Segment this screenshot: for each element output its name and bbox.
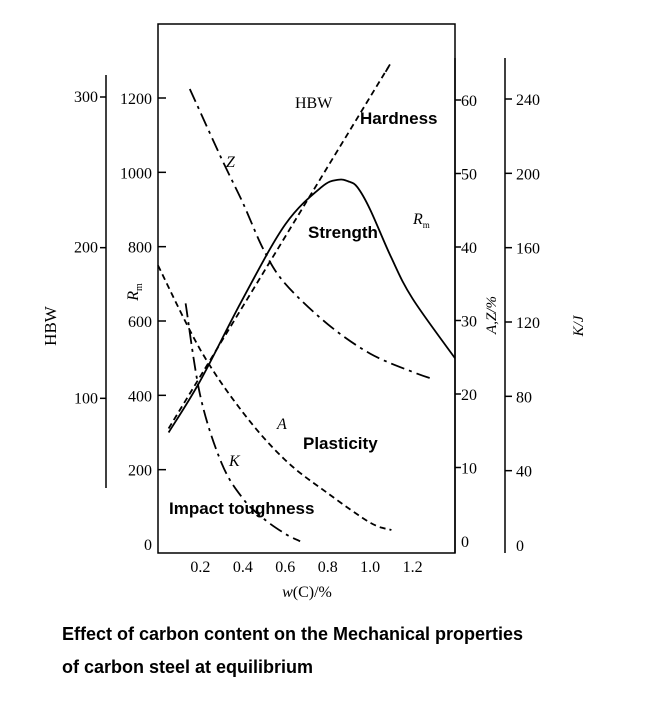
caption-line-2: of carbon steel at equilibrium xyxy=(62,657,314,677)
strength-annotation: Strength xyxy=(308,223,378,242)
rm-tick-label-6: 1200 xyxy=(120,91,152,108)
rm-tick-label-4: 800 xyxy=(128,240,152,257)
x-tick-label-0: 0.2 xyxy=(190,559,210,576)
series-z-curve xyxy=(188,88,435,381)
k-tick-label-4: 160 xyxy=(516,241,540,258)
svg-text:Rm: Rm xyxy=(125,283,145,302)
series-a-curve xyxy=(157,264,392,531)
k-tick-label-0: 0 xyxy=(516,538,524,555)
rm-tick-label-5: 1000 xyxy=(120,165,152,182)
rm-tick-label-0: 0 xyxy=(144,537,152,554)
x-tick-label-2: 0.6 xyxy=(275,559,295,576)
rm-curve-label: Rm xyxy=(412,211,430,230)
caption-line-1: Effect of carbon content on the Mechanic… xyxy=(62,624,524,644)
x-axis-title: w(C)/% xyxy=(282,584,332,601)
k-tick-label-5: 200 xyxy=(516,166,540,183)
az-tick-label-1: 10 xyxy=(461,461,477,478)
k-tick-label-1: 40 xyxy=(516,464,532,481)
series-rm-curve xyxy=(167,178,456,433)
az-tick-label-5: 50 xyxy=(461,167,477,184)
k-tick-label-6: 240 xyxy=(516,92,540,109)
k-axis-title: K/J xyxy=(571,314,587,337)
figure-caption: Effect of carbon content on the Mechanic… xyxy=(62,618,652,684)
impact-toughness-annotation: Impact toughness xyxy=(169,499,314,518)
hbw-curve-label: HBW xyxy=(295,95,333,112)
rm-tick-label-3: 600 xyxy=(128,314,152,331)
series-hbw-curve xyxy=(167,62,392,429)
hbw-tick-label-0: 100 xyxy=(74,390,98,407)
az-tick-label-2: 20 xyxy=(461,387,477,404)
svg-text:Rm: Rm xyxy=(412,211,430,230)
series-k-curve xyxy=(184,303,301,543)
rm-tick-label-1: 200 xyxy=(128,463,152,480)
plasticity-annotation: Plasticity xyxy=(303,434,378,453)
hbw-axis-title: HBW xyxy=(41,305,60,346)
az-tick-label-3: 30 xyxy=(461,314,477,331)
x-tick-label-1: 0.4 xyxy=(233,559,253,576)
x-tick-label-3: 0.8 xyxy=(318,559,338,576)
hbw-tick-label-2: 300 xyxy=(74,89,98,106)
k-tick-label-2: 80 xyxy=(516,389,532,406)
rm-tick-label-2: 400 xyxy=(128,388,152,405)
x-tick-label-5: 1.2 xyxy=(403,559,423,576)
hbw-tick-label-1: 200 xyxy=(74,240,98,257)
x-tick-label-4: 1.0 xyxy=(360,559,380,576)
hardness-annotation: Hardness xyxy=(360,109,437,128)
az-tick-label-4: 40 xyxy=(461,240,477,257)
az-axis-title: A,Z/% xyxy=(484,296,500,335)
rm-axis-title: Rm xyxy=(125,283,145,302)
az-tick-label-6: 60 xyxy=(461,93,477,110)
az-tick-label-0: 0 xyxy=(461,534,469,551)
k-tick-label-3: 120 xyxy=(516,315,540,332)
a-curve-label: A xyxy=(276,416,287,433)
k-curve-label: K xyxy=(228,453,241,470)
z-curve-label: Z xyxy=(226,154,236,171)
